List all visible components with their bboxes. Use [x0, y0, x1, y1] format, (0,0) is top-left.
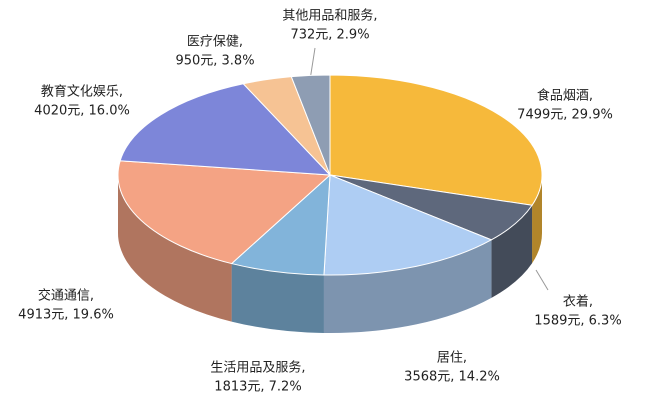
slice-side-shade [231, 263, 324, 333]
slice [329, 74, 543, 206]
slice [119, 83, 332, 176]
slice-side [532, 175, 542, 264]
slice-side-shade [532, 175, 542, 264]
slice-label-name: 食品烟酒, [537, 88, 593, 104]
slice [117, 160, 332, 265]
slice-label-name: 其他用品和服务, [282, 8, 377, 24]
slice-label-name: 医疗保健, [187, 35, 243, 50]
slice-side [491, 205, 533, 298]
leader-line [309, 47, 316, 81]
slice-label-value: 1813元, 7.2% [214, 380, 301, 395]
slice-label-value: 4913元, 19.6% [18, 308, 114, 323]
slice-label-value: 1589元, 6.3% [534, 314, 621, 329]
slice-label-value: 732元, 2.9% [290, 28, 369, 43]
leader-line [535, 269, 549, 291]
slice-label-value: 950元, 3.8% [175, 54, 254, 69]
slice-label-name: 生活用品及服务, [210, 360, 305, 376]
slice-side-shade [118, 175, 232, 322]
slice-label-name: 教育文化娱乐, [41, 84, 123, 100]
slice-side [118, 175, 232, 322]
slice-label-name: 居住, [437, 351, 467, 366]
slice [323, 174, 493, 276]
slice-label-value: 3568元, 14.2% [404, 370, 500, 385]
slice-side [323, 239, 492, 333]
slice-side [231, 263, 324, 333]
slice-label-value: 7499元, 29.9% [517, 108, 613, 123]
slice-side-shade [491, 205, 533, 298]
slice-label-name: 交通通信, [38, 288, 94, 304]
slice-label-name: 衣着, [563, 294, 593, 310]
slice-label-value: 4020元, 16.0% [34, 104, 130, 119]
slice-side-shade [323, 239, 492, 333]
slice [290, 74, 331, 176]
